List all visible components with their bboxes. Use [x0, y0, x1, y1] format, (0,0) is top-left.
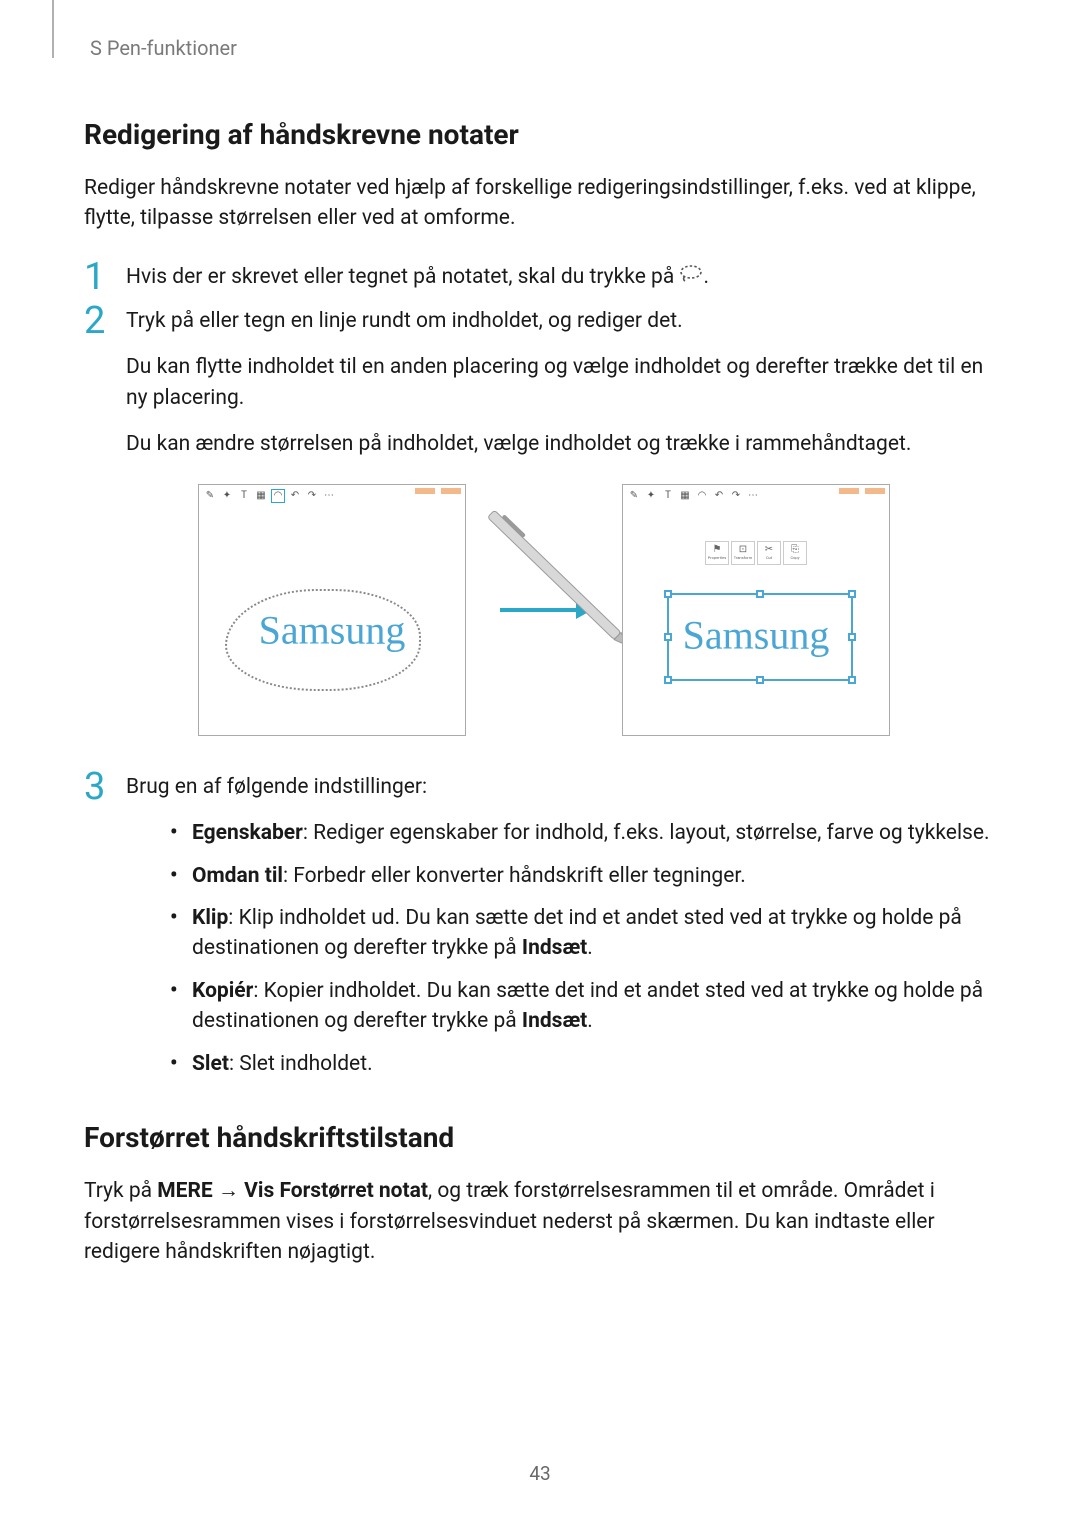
transform-button: ⊡Transform [731, 541, 755, 565]
cut-button: ✂Cut [757, 541, 781, 565]
step2-text-a: Tryk på eller tegn en linje rundt om ind… [126, 306, 1004, 336]
screenshot-right: ✎ ✦ T ▦ ◠ ↶ ↷ ⋯ ⚑Properties ⊡Transform ✂… [622, 484, 890, 736]
pen-icon: ✎ [203, 489, 217, 503]
selection-handle [756, 676, 764, 684]
redo-icon: ↷ [305, 489, 319, 503]
redo-icon: ↷ [729, 489, 743, 503]
option-properties-text: : Rediger egenskaber for indhold, f.eks.… [303, 821, 990, 845]
lasso-tool-icon: ◠ [695, 489, 709, 503]
s2-show-zoom-label: Vis Forstørret notat [244, 1179, 428, 1203]
list-item: Slet: Slet indholdet. [164, 1049, 1004, 1079]
action-button-bar: ⚑Properties ⊡Transform ✂Cut ⎘Copy [705, 541, 807, 565]
lasso-tool-icon: ◠ [271, 489, 285, 503]
step-number-3: 3 [84, 768, 126, 1092]
more-icon: ⋯ [322, 489, 336, 503]
option-properties-label: Egenskaber [192, 821, 303, 845]
option-copy-paste-label: Indsæt [522, 1009, 587, 1033]
step-2: 2 Tryk på eller tegn en linje rundt om i… [84, 306, 1004, 460]
illustration-container: ✎ ✦ T ▦ ◠ ↶ ↷ ⋯ Samsung [84, 484, 1004, 736]
step1-text-a: Hvis der er skrevet eller tegnet på nota… [126, 265, 679, 289]
step1-text-b: . [703, 265, 709, 289]
step-3-body: Brug en af følgende indstillinger: Egens… [126, 772, 1004, 1092]
selection-handle [664, 633, 672, 641]
handwriting-sample-left: Samsung [259, 606, 406, 653]
option-cut-text2: . [587, 936, 593, 960]
properties-button: ⚑Properties [705, 541, 729, 565]
copy-button: ⎘Copy [783, 541, 807, 565]
list-item: Egenskaber: Rediger egenskaber for indho… [164, 818, 1004, 848]
option-cut-label: Klip [192, 906, 228, 930]
header-section-title: S Pen-funktioner [90, 36, 1004, 60]
section1-intro: Rediger håndskrevne notater ved hjælp af… [84, 173, 1004, 234]
s2-more-label: MERE [157, 1179, 212, 1203]
section-2: Forstørret håndskriftstilstand Tryk på M… [84, 1121, 1004, 1267]
step-1: 1 Hvis der er skrevet eller tegnet på no… [84, 262, 1004, 296]
pen-icon: ✎ [627, 489, 641, 503]
lasso-select-icon [679, 262, 703, 292]
selection-handle [848, 633, 856, 641]
grid-icon: ▦ [254, 489, 268, 503]
selection-handle [756, 590, 764, 598]
selection-handle [664, 590, 672, 598]
step-3: 3 Brug en af følgende indstillinger: Ege… [84, 772, 1004, 1092]
option-copy-text2: . [587, 1009, 593, 1033]
s2-c: → [213, 1179, 244, 1203]
options-list: Egenskaber: Rediger egenskaber for indho… [164, 818, 1004, 1079]
screenshot-left: ✎ ✦ T ▦ ◠ ↶ ↷ ⋯ Samsung [198, 484, 466, 736]
undo-icon: ↶ [712, 489, 726, 503]
page-side-border [52, 0, 54, 58]
text-icon: T [237, 489, 251, 503]
left-toolbar: ✎ ✦ T ▦ ◠ ↶ ↷ ⋯ [199, 485, 465, 507]
step3-text: Brug en af følgende indstillinger: [126, 772, 1004, 802]
step-1-body: Hvis der er skrevet eller tegnet på nota… [126, 262, 1004, 296]
toolbar-button-2 [865, 488, 885, 494]
eraser-icon: ✦ [220, 489, 234, 503]
page-number: 43 [529, 1462, 550, 1485]
selection-handle [848, 676, 856, 684]
option-delete-text: : Slet indholdet. [229, 1052, 373, 1076]
step2-text-c: Du kan ændre størrelsen på indholdet, væ… [126, 429, 1004, 459]
section-heading-zoom: Forstørret håndskriftstilstand [84, 1121, 1004, 1154]
selection-handle [664, 676, 672, 684]
step-number-2: 2 [84, 302, 126, 460]
step2-text-b: Du kan flytte indholdet til en anden pla… [126, 352, 1004, 413]
text-icon: T [661, 489, 675, 503]
section-heading-editing: Redigering af håndskrevne notater [84, 118, 1004, 151]
more-icon: ⋯ [746, 489, 760, 503]
step-number-1: 1 [84, 258, 126, 296]
toolbar-button-1 [415, 488, 435, 494]
grid-icon: ▦ [678, 489, 692, 503]
option-delete-label: Slet [192, 1052, 229, 1076]
right-toolbar: ✎ ✦ T ▦ ◠ ↶ ↷ ⋯ [623, 485, 889, 507]
step-2-body: Tryk på eller tegn en linje rundt om ind… [126, 306, 1004, 460]
option-cut-paste-label: Indsæt [522, 936, 587, 960]
list-item: Kopiér: Kopier indholdet. Du kan sætte d… [164, 976, 1004, 1037]
page-content: S Pen-funktioner Redigering af håndskrev… [0, 0, 1080, 1267]
toolbar-button-1 [839, 488, 859, 494]
list-item: Klip: Klip indholdet ud. Du kan sætte de… [164, 903, 1004, 964]
option-transform-text: : Forbedr eller konverter håndskrift ell… [283, 864, 746, 888]
option-copy-label: Kopiér [192, 979, 253, 1003]
section2-paragraph: Tryk på MERE → Vis Forstørret notat, og … [84, 1176, 1004, 1267]
selection-handle [848, 590, 856, 598]
handwriting-sample-right: Samsung [683, 611, 830, 658]
list-item: Omdan til: Forbedr eller konverter hånds… [164, 861, 1004, 891]
option-transform-label: Omdan til [192, 864, 283, 888]
undo-icon: ↶ [288, 489, 302, 503]
eraser-icon: ✦ [644, 489, 658, 503]
right-toolbar-right [839, 488, 885, 494]
s2-a: Tryk på [84, 1179, 157, 1203]
